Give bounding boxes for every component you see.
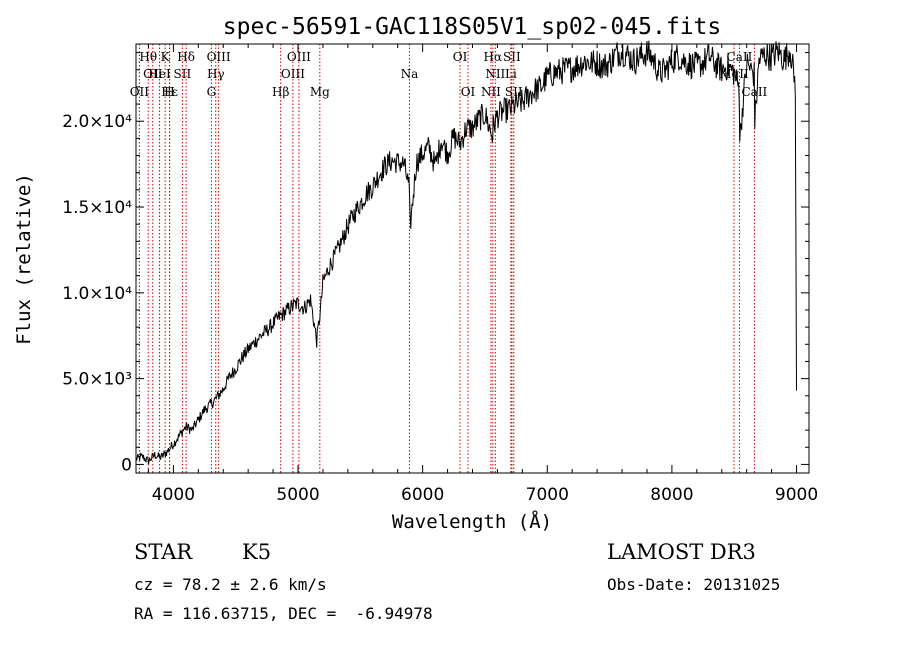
line-marker-label-1: OII: [143, 67, 163, 81]
line-marker-label-10: G: [207, 85, 217, 99]
line-marker-label-21: NII: [485, 67, 505, 81]
line-marker-label-4: K: [161, 50, 171, 64]
series-spectrum: [135, 40, 797, 465]
plot-frame: [135, 43, 810, 474]
line-marker-label-2: OII: [130, 85, 150, 99]
line-marker-label-5: Hε: [161, 85, 178, 99]
y-tick-label-0: 0: [121, 455, 132, 475]
line-marker-label-18: OI: [461, 85, 476, 99]
line-marker-label-16: Na: [401, 67, 419, 81]
y-tick-label-4: 2.0×10⁴: [62, 112, 132, 132]
line-marker-label-12: Hβ: [272, 85, 289, 99]
observation-date: Obs-Date: 20131025: [607, 575, 781, 594]
x-axis: 4000 5000 6000 7000 8000 9000: [147, 44, 818, 505]
line-marker-label-9: Hγ: [207, 67, 225, 81]
y-axis-label: Flux (relative): [13, 173, 35, 345]
ra-dec-coordinates: RA = 116.63715, DEC = -6.94978: [134, 604, 433, 623]
redshift-cz: cz = 78.2 ± 2.6 km/s: [134, 575, 327, 594]
y-axis: 0 5.0×10³ 1.0×10⁴ 1.5×10⁴ 2.0×10⁴: [62, 52, 809, 475]
line-marker-label-6: H: [164, 85, 174, 99]
x-tick-label-5: 9000: [775, 485, 818, 505]
y-tick-label-1: 5.0×10³: [62, 370, 132, 390]
survey-name: LAMOST DR3: [607, 540, 756, 564]
line-marker-label-3: HeI: [148, 67, 171, 81]
line-marker-label-14: OIII: [287, 50, 311, 64]
x-tick-label-3: 7000: [526, 485, 569, 505]
x-tick-label-0: 4000: [152, 485, 195, 505]
plot-area: [135, 40, 810, 474]
x-tick-label-1: 5000: [276, 485, 319, 505]
line-marker-label-20: Hα: [484, 50, 503, 64]
line-marker-label-17: OI: [453, 50, 468, 64]
line-marker-label-23: SII: [503, 50, 521, 64]
x-axis-label: Wavelength (Å): [392, 510, 552, 533]
line-marker-label-22: Li: [505, 67, 517, 81]
line-marker-label-15: Mg: [310, 85, 330, 99]
line-marker-label-0: Hθ: [139, 50, 157, 64]
line-marker-label-26: CaII: [727, 50, 753, 64]
y-tick-label-2: 1.0×10⁴: [62, 284, 132, 304]
object-subclass: K5: [242, 540, 272, 564]
y-tick-label-3: 1.5×10⁴: [62, 198, 132, 218]
line-marker-label-8: Hδ: [177, 50, 195, 64]
line-marker-label-13: OIII: [281, 67, 305, 81]
emission-line-markers: HθOIIOIIHeIKHεHSIIHδHγGOIIIHβOIIIOIIIMgN…: [130, 44, 768, 473]
x-tick-label-4: 8000: [650, 485, 693, 505]
object-class: STAR: [134, 540, 193, 564]
line-marker-label-19: NII: [481, 85, 501, 99]
chart-title: spec-56591-GAC118S05V1_sp02-045.fits: [223, 14, 722, 40]
line-marker-label-7: SII: [174, 67, 192, 81]
x-tick-label-2: 6000: [401, 485, 444, 505]
line-marker-label-11: OIII: [207, 50, 231, 64]
